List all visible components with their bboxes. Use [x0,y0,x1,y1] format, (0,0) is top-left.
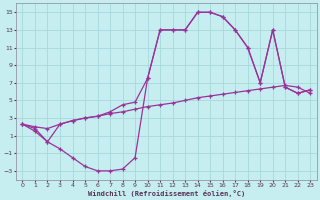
X-axis label: Windchill (Refroidissement éolien,°C): Windchill (Refroidissement éolien,°C) [88,190,245,197]
